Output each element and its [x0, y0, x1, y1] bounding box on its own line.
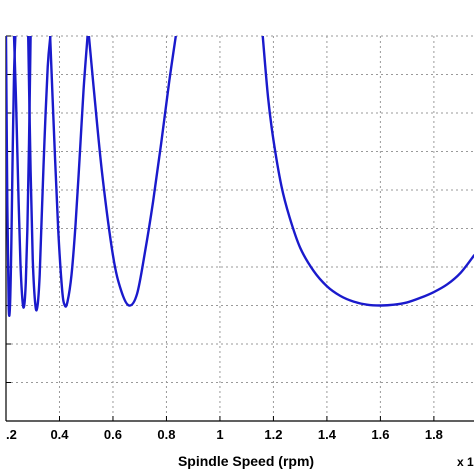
series-line-lobe-2 [27, 36, 52, 312]
x-tick-label-4: 1 [216, 427, 223, 442]
x-tick-label-1: 0.4 [50, 427, 69, 442]
x-exponent-label: x 1 [457, 455, 474, 469]
x-tick-label-7: 1.6 [371, 427, 389, 442]
x-tick-label-3: 0.8 [157, 427, 175, 442]
series-line-lobe-1 [12, 36, 32, 309]
x-tick-labels: .2 0.4 0.6 0.8 1 1.2 1.4 1.6 1.8 [6, 427, 443, 442]
series [6, 36, 474, 317]
x-tick-label-0: .2 [6, 427, 17, 442]
x-tick-label-2: 0.6 [104, 427, 122, 442]
x-tick-label-8: 1.8 [425, 427, 443, 442]
series-line-lobe-5 [261, 36, 474, 307]
series-line-lobe-3 [48, 36, 89, 308]
x-tick-label-5: 1.2 [264, 427, 282, 442]
x-axis-title: Spindle Speed (rpm) [178, 453, 314, 469]
series-line-lobe-0 [6, 36, 17, 317]
x-tick-label-6: 1.4 [318, 427, 337, 442]
grid [6, 35, 474, 421]
series-line-lobe-4 [87, 36, 178, 307]
